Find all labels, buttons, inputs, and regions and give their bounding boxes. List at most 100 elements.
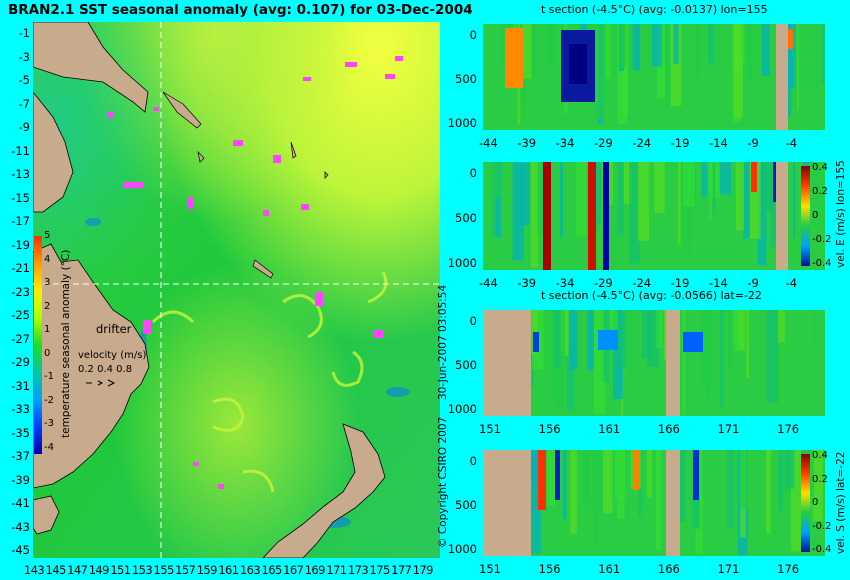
panel-y-tick: 500: [455, 211, 477, 225]
panel-x-tick: 156: [538, 562, 561, 576]
cape-york-land: [33, 91, 74, 213]
velocity-colorbar-tick: 0: [812, 497, 819, 508]
lat-tick: -41: [11, 496, 30, 510]
panel-x-tick: 171: [717, 422, 740, 436]
panel-y-tick: 1000: [447, 542, 477, 557]
velocity-colorbar-tick: 0.4: [812, 162, 828, 173]
new-guinea-land: [33, 22, 149, 113]
panel-x-tick: 176: [777, 562, 800, 576]
velocity-colorbar-tick: 0: [812, 210, 819, 221]
lon-tick: 147: [67, 563, 88, 577]
lat-tick: -7: [18, 96, 30, 111]
panel-x-tick: -39: [517, 136, 537, 150]
panel-x-tick: 151: [479, 422, 501, 436]
panel-x-tick: -4: [785, 276, 798, 290]
panel-y-tick: 1000: [447, 402, 477, 417]
panel-y-tick: 500: [455, 498, 477, 513]
panel-title: t section (-4.5°C) (avg: -0.0137) lon=15…: [541, 3, 768, 16]
panel-y-tick: 1000: [447, 256, 477, 270]
panel-x-tick: -14: [709, 276, 728, 290]
solomon-islands: [162, 91, 202, 129]
panel-x-tick: 171: [717, 562, 740, 576]
lon-tick: 163: [239, 563, 261, 577]
lon-tick: 175: [369, 563, 391, 577]
lon-tick: 161: [218, 563, 239, 577]
panel-y-tick: 1000: [447, 116, 477, 131]
lat-tick: -15: [11, 190, 30, 205]
lon-tick: 157: [175, 563, 196, 577]
panel-y-tick: 0: [469, 28, 477, 42]
velocity-colorbar-tick: 0.2: [812, 473, 828, 485]
velocity-colorbar-tick: -0.4: [812, 544, 832, 555]
sst-colorbar-tick: -2: [44, 394, 54, 406]
velocity-colorbar: [801, 166, 810, 266]
panel-x-tick: -9: [747, 276, 759, 290]
lon-tick: 173: [347, 563, 369, 577]
drifter-label: drifter: [96, 322, 132, 336]
panel-x-tick: -24: [632, 276, 652, 290]
panel-y-tick: 0: [469, 166, 477, 180]
velocity-colorbar-tick: 0.2: [812, 186, 828, 197]
sst-colorbar-tick: 0: [44, 347, 51, 359]
lat-tick: -21: [11, 261, 30, 275]
panel-x-tick: 161: [598, 422, 621, 436]
sst-colorbar-tick: 5: [44, 230, 51, 241]
lat-tick: -19: [11, 237, 30, 252]
sst-colorbar-label: temperature seasonal anomaly (°C): [60, 249, 72, 438]
lat-tick: -33: [11, 402, 30, 416]
sst-colorbar-tick: -1: [44, 371, 54, 382]
velocity-colorbar-tick: -0.2: [812, 520, 832, 532]
lat-tick: -13: [11, 167, 30, 181]
panel-x-tick: -9: [747, 136, 759, 150]
lon-tick: 165: [261, 563, 283, 577]
velocity-scale: 0.2 0.4 0.8: [78, 364, 133, 375]
panel-x-tick: 176: [777, 422, 800, 436]
lon-tick: 151: [110, 563, 131, 577]
copyright: © Copyright CSIRO 2007: [437, 416, 449, 548]
section-panel: [483, 450, 825, 556]
velocity-colorbar-tick: -0.2: [812, 234, 832, 245]
panel-x-tick: -44: [479, 276, 498, 290]
panel-x-tick: -34: [555, 136, 575, 150]
sst-colorbar-tick: 4: [44, 253, 51, 265]
panel-x-tick: -24: [632, 136, 652, 150]
panel-x-tick: 156: [538, 422, 561, 436]
panel-x-tick: 166: [657, 562, 680, 576]
lat-tick: -35: [11, 425, 30, 440]
lat-tick: -11: [11, 143, 30, 158]
panel-x-tick: -19: [670, 276, 690, 290]
lat-tick: -5: [18, 73, 30, 87]
map-title: BRAN2.1 SST seasonal anomaly (avg: 0.107…: [8, 2, 473, 18]
lon-tick: 171: [326, 563, 347, 577]
lon-tick: 153: [131, 563, 153, 577]
timestamp: 30-Jun-2007 03:05:54: [437, 284, 449, 400]
lon-tick: 179: [412, 563, 434, 577]
lon-tick: 169: [304, 563, 326, 577]
panel-x-tick: -19: [670, 136, 690, 150]
lat-tick: -25: [11, 308, 30, 322]
sst-colorbar-tick: 3: [44, 277, 51, 288]
panel-title: t section (-4.5°C) (avg: -0.0566) lat=-2…: [541, 289, 762, 302]
lon-tick: 145: [45, 563, 67, 577]
lon-tick: 143: [23, 563, 45, 577]
velocity-colorbar-label: vel. E (m/s) lon=155: [835, 160, 847, 268]
sst-colorbar-tick: 1: [44, 324, 51, 335]
panel-x-tick: -44: [479, 136, 498, 150]
new-caledonia: [252, 259, 274, 279]
lat-tick: -37: [11, 449, 30, 463]
section-panel: [483, 310, 825, 416]
lat-tick: -9: [18, 120, 30, 134]
sst-colorbar-tick: 2: [44, 300, 51, 312]
panel-x-tick: 151: [479, 562, 501, 576]
section-panel: [483, 24, 825, 130]
lon-tick: 149: [88, 563, 110, 577]
lat-tick: -29: [11, 355, 30, 369]
tasmania-land: [33, 495, 60, 535]
lon-tick: 167: [283, 563, 304, 577]
panel-y-tick: 500: [455, 72, 477, 87]
panel-x-tick: -29: [594, 136, 613, 150]
lat-tick: -45: [11, 543, 30, 557]
sst-colorbar-tick: -3: [44, 418, 54, 429]
lon-tick: 177: [391, 563, 412, 577]
australia-land: [33, 243, 150, 489]
